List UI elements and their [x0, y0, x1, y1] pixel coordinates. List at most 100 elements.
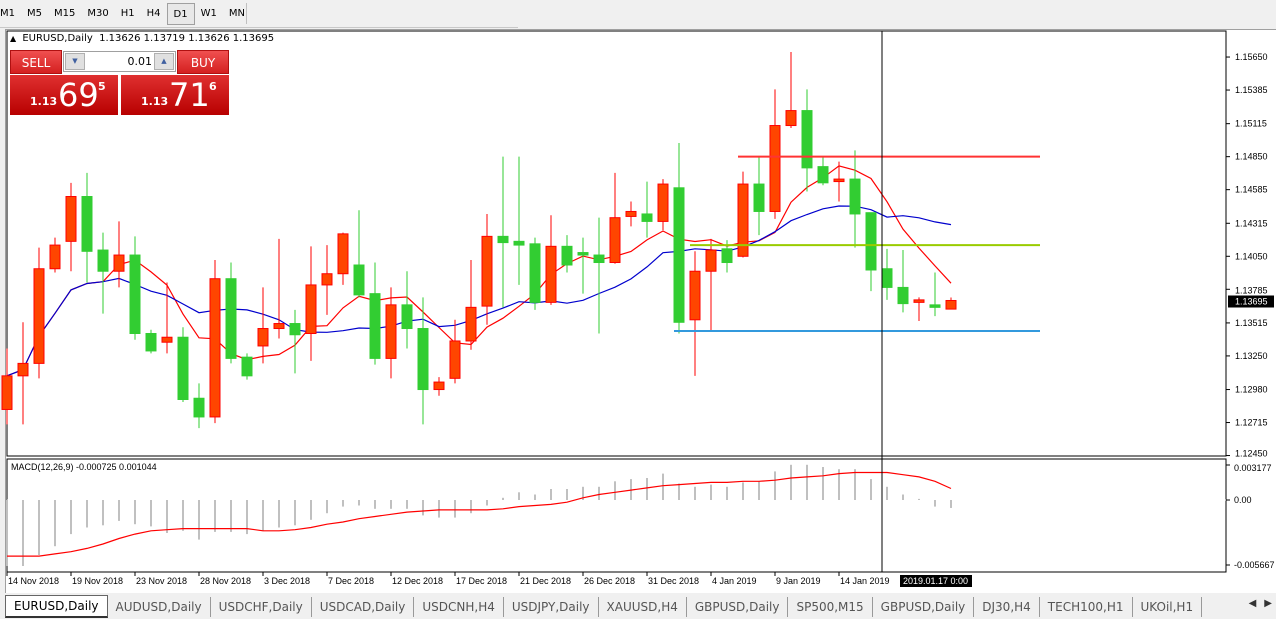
candle — [337, 232, 349, 285]
increase-lot-button[interactable]: ▲ — [154, 53, 174, 70]
date-label: 26 Dec 2018 — [584, 576, 635, 586]
chart-tabs: EURUSD,Daily AUDUSD,Daily USDCHF,Daily USDC… — [5, 595, 1245, 619]
chart-tab[interactable]: USDCAD,Daily — [312, 597, 415, 617]
lot-size-stepper: ▼ ▲ — [63, 51, 176, 72]
macd-tick-label: 0.00 — [1234, 495, 1252, 505]
chart-tab[interactable]: USDCNH,H4 — [414, 597, 504, 617]
candle — [577, 237, 589, 294]
chart-tab[interactable]: XAUUSD,H4 — [599, 597, 687, 617]
timeframe-h4[interactable]: H4 — [146, 7, 161, 19]
timeframe-m15[interactable]: M15 — [54, 7, 76, 19]
chart-tab[interactable]: GBPUSD,Daily — [873, 597, 975, 617]
date-label: 14 Nov 2018 — [8, 576, 59, 586]
timeframe-m30[interactable]: M30 — [87, 7, 109, 19]
chart-tab[interactable]: TECH100,H1 — [1040, 597, 1133, 617]
candle — [705, 238, 717, 332]
price-tick-label: 1.15115 — [1235, 119, 1267, 129]
chart-tab[interactable]: SP500,M15 — [788, 597, 873, 617]
price-tick-label: 1.14850 — [1235, 152, 1268, 162]
buy-button[interactable]: BUY — [177, 50, 229, 74]
timeframe-d1[interactable]: D1 — [166, 2, 195, 25]
candle-body — [817, 166, 829, 184]
buy-price-button[interactable]: 1.13 71 6 — [121, 75, 229, 115]
candle-body — [577, 252, 589, 256]
candle-body — [833, 178, 845, 183]
candle-body — [609, 217, 621, 264]
chart-tab[interactable]: GBPUSD,Daily — [687, 597, 789, 617]
candle-body — [417, 328, 429, 391]
candle-body — [529, 243, 541, 303]
collapse-triangle-icon[interactable]: ▲ — [10, 34, 17, 43]
decrease-lot-button[interactable]: ▼ — [65, 53, 85, 70]
candle-body — [545, 245, 557, 303]
timeframe-mn[interactable]: MN — [228, 7, 245, 19]
candle-body — [705, 249, 717, 272]
candle-body — [593, 254, 605, 264]
price-chart[interactable]: 1.15650 1.15385 1.15115 1.14850 1.14585 1.143… — [0, 0, 1276, 592]
date-label: 28 Nov 2018 — [200, 576, 251, 586]
price-tick-label: 1.12450 — [1235, 449, 1268, 459]
tab-scroll-right-icon[interactable]: ▶ — [1264, 598, 1272, 609]
chart-header: ▲ EURUSD,Daily 1.13626 1.13719 1.13626 1… — [10, 33, 274, 44]
candle — [289, 309, 301, 374]
chart-tab[interactable]: USDJPY,Daily — [504, 597, 599, 617]
candle — [545, 215, 557, 305]
candle-body — [657, 183, 669, 222]
timeframe-m1[interactable]: M1 — [0, 7, 15, 19]
candle-body — [17, 362, 29, 377]
tab-scroll-left-icon[interactable]: ◀ — [1248, 598, 1257, 609]
candle — [161, 282, 173, 354]
chart-tab[interactable]: UKOil,H1 — [1133, 597, 1203, 617]
chart-tab[interactable]: EURUSD,Daily — [5, 595, 108, 618]
chart-tab[interactable]: DJ30,H4 — [974, 597, 1040, 617]
candle — [865, 212, 877, 292]
candle — [385, 287, 397, 379]
candle-body — [929, 304, 941, 308]
sell-price-button[interactable]: 1.13 69 5 — [10, 75, 118, 115]
price-tick-label: 1.13250 — [1235, 351, 1268, 361]
date-label: 4 Jan 2019 — [712, 576, 757, 586]
date-label: 23 Nov 2018 — [136, 576, 187, 586]
candle-body — [369, 293, 381, 359]
candle — [625, 201, 637, 227]
chart-tab[interactable]: USDCHF,Daily — [211, 597, 312, 617]
candle — [305, 246, 317, 361]
timeframe-w1[interactable]: W1 — [200, 7, 217, 19]
candle-body — [673, 187, 685, 323]
candle — [561, 235, 573, 273]
lot-size-input[interactable] — [88, 53, 152, 70]
macd-label: MACD(12,26,9) -0.000725 0.001044 — [11, 462, 157, 472]
candle-body — [305, 284, 317, 334]
candle — [449, 319, 461, 384]
candle-body — [785, 110, 797, 127]
candle — [97, 232, 109, 314]
candle-body — [257, 328, 269, 347]
candle-body — [241, 356, 253, 377]
candle-body — [689, 270, 701, 321]
candle-body — [65, 196, 77, 242]
candle-body — [225, 278, 237, 359]
chart-tab[interactable]: AUDUSD,Daily — [108, 597, 211, 617]
candle — [321, 245, 333, 315]
candle — [193, 383, 205, 429]
candle — [673, 142, 685, 334]
sell-button[interactable]: SELL — [10, 50, 62, 74]
candle-body — [945, 299, 957, 310]
candle — [273, 238, 285, 339]
candle — [769, 89, 781, 219]
candle — [465, 260, 477, 350]
candle — [929, 272, 941, 317]
date-label: 12 Dec 2018 — [392, 576, 443, 586]
candle — [481, 213, 493, 325]
candle — [49, 237, 61, 273]
timeframe-m5[interactable]: M5 — [27, 7, 42, 19]
candle-body — [209, 278, 221, 418]
candle — [81, 172, 93, 283]
candle — [129, 236, 141, 340]
date-label: 21 Dec 2018 — [520, 576, 571, 586]
one-click-trading-panel: SELL ▼ ▲ BUY 1.13 69 5 1.13 71 6 — [10, 50, 229, 116]
timeframe-h1[interactable]: H1 — [120, 7, 135, 19]
candle — [529, 237, 541, 310]
candle-body — [561, 245, 573, 266]
candle — [401, 271, 413, 349]
